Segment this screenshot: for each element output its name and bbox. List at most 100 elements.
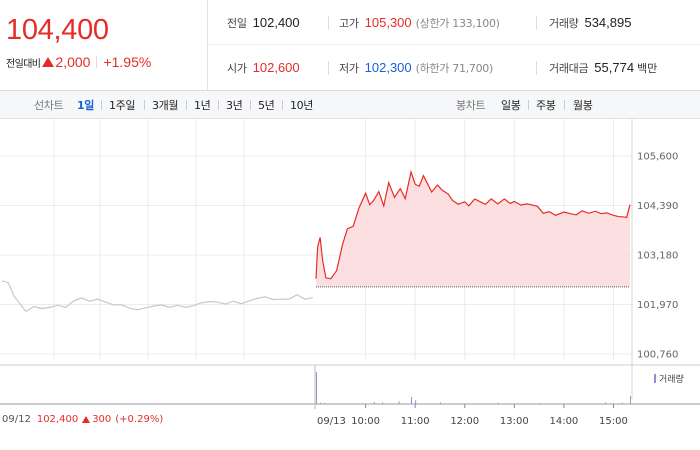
- volume-value: 534,895: [584, 15, 632, 30]
- divider: [328, 16, 329, 30]
- x-tick-label: 12:00: [450, 416, 479, 427]
- prev-day-close: 102,400: [36, 414, 79, 425]
- change-row: 전일대비 2,000 +1.95%: [6, 54, 151, 70]
- divider: [328, 61, 329, 75]
- volume-label: 거래량: [549, 16, 579, 30]
- volume-bar: [382, 402, 384, 404]
- volume-bar: [320, 402, 322, 404]
- volume-bar: [539, 403, 541, 404]
- divider: [536, 16, 537, 30]
- stats-row-1: 전일 102,400 고가 105,300 (상한가 133,100) 거래량 …: [209, 0, 700, 45]
- stats-panel: 전일 102,400 고가 105,300 (상한가 133,100) 거래량 …: [209, 0, 700, 91]
- divider: [96, 56, 98, 68]
- volume-bar: [621, 402, 623, 404]
- x-tick-label: 10:00: [351, 416, 380, 427]
- high-cell: 고가 105,300 (상한가 133,100): [339, 0, 500, 45]
- trade-value: 55,774: [594, 60, 635, 75]
- line-chart-label: 선차트: [34, 99, 64, 112]
- volume-bar: [439, 402, 441, 404]
- divider: [528, 100, 529, 110]
- stats-row-2: 시가 102,600 저가 102,300 (하한가 71,700) 거래대금 …: [209, 45, 700, 90]
- volume-bar: [497, 402, 499, 404]
- volume-legend-label: 거래량: [659, 375, 684, 385]
- up-arrow-icon: [82, 416, 91, 423]
- volume-bar: [373, 402, 375, 404]
- volume-bar: [630, 396, 631, 404]
- y-tick-label: 100,760: [637, 350, 678, 361]
- y-tick-label: 105,600: [637, 152, 678, 163]
- change-rate: +1.95%: [103, 54, 152, 70]
- volume-legend-swatch: [654, 374, 656, 383]
- price-chart[interactable]: 105,600 104,390 103,180 101,970 100,760 09/1…: [0, 119, 700, 450]
- trade-value-unit: 백만: [637, 61, 658, 75]
- volume-bar: [415, 400, 417, 404]
- prev-close-cell: 전일 102,400: [227, 0, 300, 45]
- prev-close-label: 전일: [227, 16, 247, 30]
- chart-grid: [0, 119, 700, 409]
- divider: [282, 100, 283, 110]
- chart-toolbar: 선차트 1일 1주일 3개월 1년 3년 5년 10년 봉차트 일봉 주봉 월봉: [0, 91, 700, 119]
- low-label: 저가: [339, 61, 359, 75]
- high-value: 105,300: [364, 15, 412, 30]
- period-tab-10y[interactable]: 10년: [290, 99, 313, 112]
- up-arrow-icon: [42, 57, 55, 67]
- today-series-line: [315, 169, 631, 280]
- volume-bar: [605, 402, 607, 404]
- y-axis-labels: 105,600 104,390 103,180 101,970 100,760: [637, 152, 678, 361]
- open-label: 시가: [227, 61, 247, 75]
- period-tab-3y[interactable]: 3년: [226, 99, 243, 112]
- prev-day-change: 300: [92, 414, 112, 425]
- lower-limit: (하한가 71,700): [415, 61, 494, 75]
- prev-day-info: 09/12 102,400 300 (+0.29%): [2, 414, 163, 425]
- candle-tab-daily[interactable]: 일봉: [501, 99, 521, 112]
- x-tick-label: 14:00: [549, 416, 578, 427]
- divider: [101, 100, 102, 110]
- current-price: 104,400: [6, 14, 109, 46]
- volume-bar: [324, 403, 326, 404]
- stock-summary: 104,400 전일대비 2,000 +1.95% 전일 102,400 고가 …: [0, 0, 700, 91]
- prev-day-date: 09/12: [2, 414, 31, 425]
- volume-bar: [316, 372, 317, 404]
- prev-day-rate: (+0.29%): [115, 414, 164, 425]
- low-cell: 저가 102,300 (하한가 71,700): [339, 45, 493, 90]
- candle-chart-label: 봉차트: [456, 99, 486, 112]
- upper-limit: (상한가 133,100): [415, 16, 500, 30]
- y-tick-label: 103,180: [637, 251, 678, 262]
- divider: [250, 100, 251, 110]
- today-series-area: [316, 171, 630, 287]
- volume-bar: [398, 401, 400, 404]
- trade-value-cell: 거래대금 55,774 백만: [549, 45, 657, 90]
- divider: [564, 100, 565, 110]
- divider: [218, 100, 219, 110]
- y-tick-label: 104,390: [637, 201, 678, 212]
- low-value: 102,300: [364, 60, 412, 75]
- x-tick-label: 15:00: [599, 416, 628, 427]
- period-tab-1d[interactable]: 1일: [77, 99, 94, 112]
- open-value: 102,600: [252, 60, 300, 75]
- divider: [186, 100, 187, 110]
- prev-close-value: 102,400: [252, 15, 300, 30]
- price-box: 104,400 전일대비 2,000 +1.95%: [0, 0, 208, 91]
- high-label: 고가: [339, 16, 359, 30]
- change-label: 전일대비: [6, 58, 41, 70]
- period-tab-1w[interactable]: 1주일: [109, 99, 136, 112]
- y-tick-label: 101,970: [637, 300, 678, 311]
- change-amount: 2,000: [55, 54, 91, 70]
- candle-tab-weekly[interactable]: 주봉: [536, 99, 556, 112]
- volume-bars: [316, 372, 631, 404]
- x-tick-date: 09/13: [317, 416, 346, 427]
- period-tab-3m[interactable]: 3개월: [152, 99, 179, 112]
- period-tab-1y[interactable]: 1년: [194, 99, 211, 112]
- x-axis: 09/13 10:00 11:00 12:00 13:00 14:00 15:00: [317, 404, 628, 427]
- volume-bar: [411, 396, 413, 404]
- volume-legend: 거래량: [654, 372, 684, 385]
- period-tab-5y[interactable]: 5년: [258, 99, 275, 112]
- volume-cell: 거래량 534,895: [549, 0, 631, 45]
- x-tick-label: 13:00: [500, 416, 529, 427]
- divider: [144, 100, 145, 110]
- candle-tab-monthly[interactable]: 월봉: [573, 99, 593, 112]
- trade-value-label: 거래대금: [549, 61, 589, 75]
- x-tick-label: 11:00: [401, 416, 430, 427]
- prev-day-series-line: [1, 280, 314, 313]
- divider: [536, 61, 537, 75]
